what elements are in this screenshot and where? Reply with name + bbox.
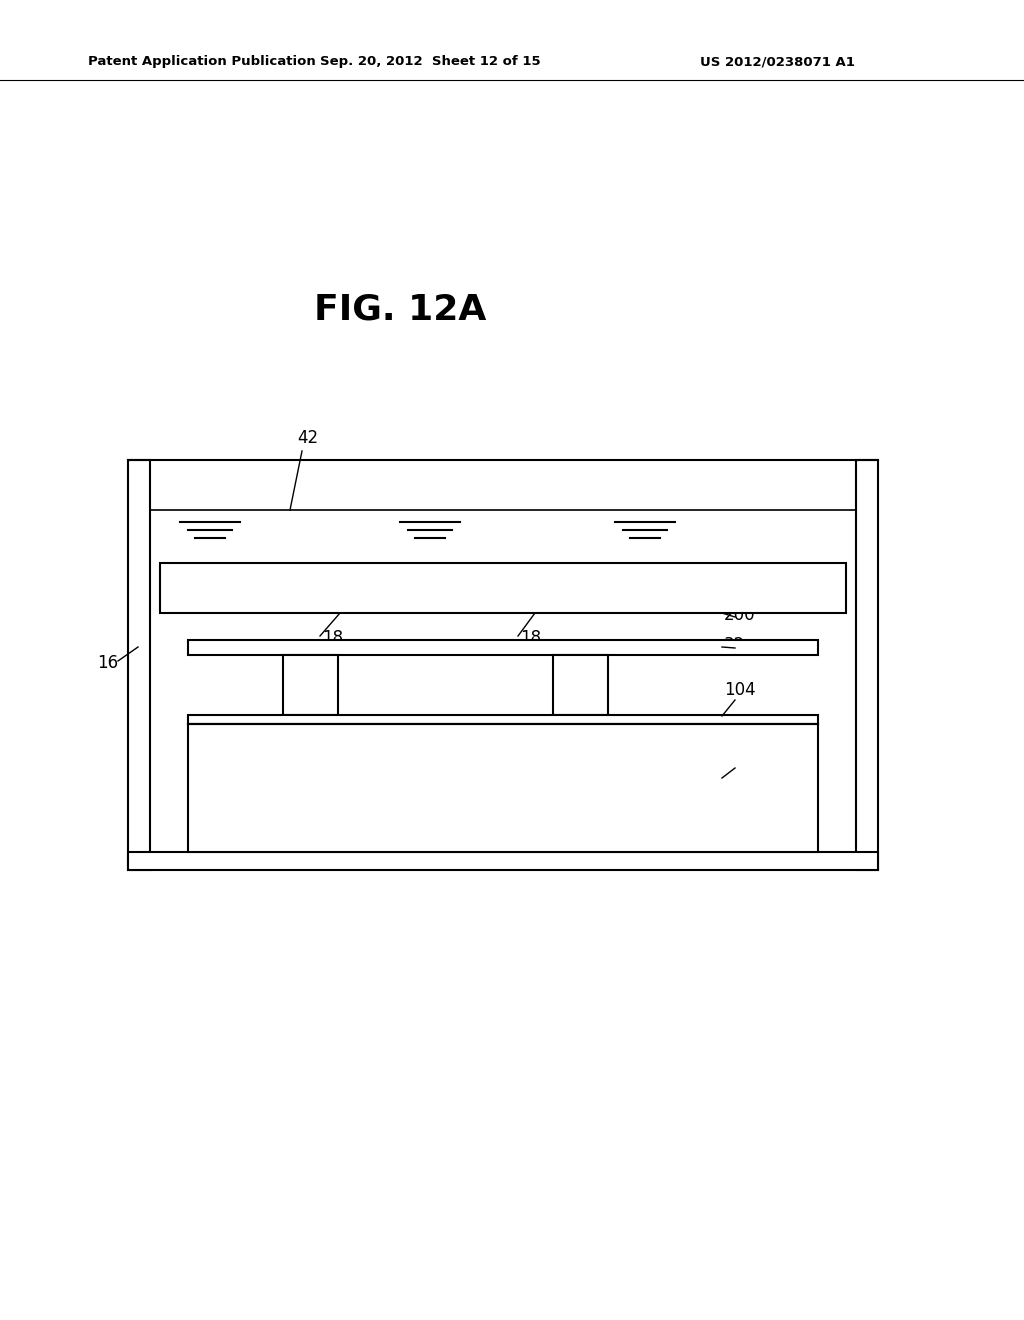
Text: 18: 18 [520, 630, 541, 647]
Text: US 2012/0238071 A1: US 2012/0238071 A1 [700, 55, 855, 69]
Bar [160, 564, 846, 612]
Text: 16: 16 [97, 653, 118, 672]
Text: Sep. 20, 2012  Sheet 12 of 15: Sep. 20, 2012 Sheet 12 of 15 [319, 55, 541, 69]
Text: Patent Application Publication: Patent Application Publication [88, 55, 315, 69]
Bar [188, 640, 818, 655]
Bar [128, 851, 878, 870]
Text: FIG. 12A: FIG. 12A [313, 293, 486, 327]
Text: 12: 12 [724, 751, 745, 770]
Bar [188, 723, 818, 851]
Bar [188, 715, 818, 723]
Text: 104: 104 [724, 681, 756, 700]
Bar [283, 655, 338, 715]
Text: 42: 42 [297, 429, 318, 447]
Text: 200: 200 [724, 606, 756, 624]
Bar [553, 655, 608, 715]
Text: 32: 32 [724, 636, 745, 653]
Bar [128, 459, 150, 870]
Bar [856, 459, 878, 870]
Text: 18: 18 [322, 630, 343, 647]
